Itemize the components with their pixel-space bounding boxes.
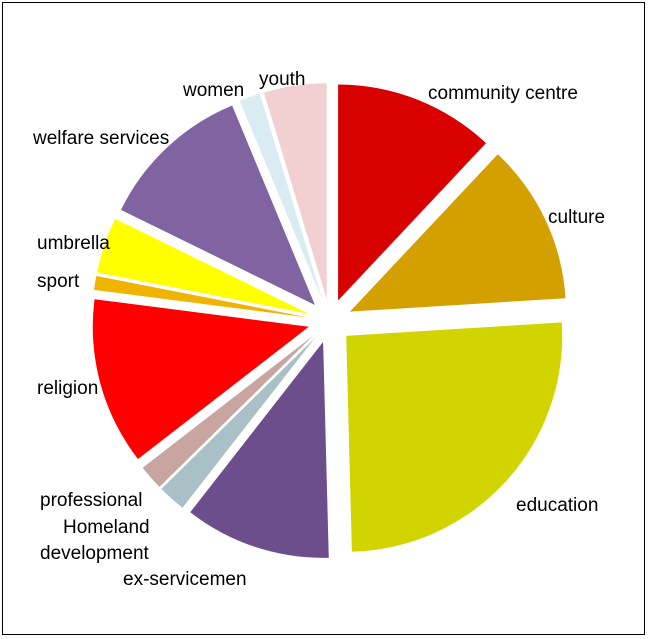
label-women: women	[182, 80, 244, 101]
slice-development	[161, 337, 316, 508]
label-community-centre: community centre	[428, 83, 578, 104]
slice-education	[346, 322, 563, 552]
label-sport: sport	[37, 271, 80, 292]
slice-women	[239, 93, 323, 301]
slice-professional	[142, 335, 314, 487]
label-professional: professional	[40, 490, 142, 511]
label-umbrella: umbrella	[37, 233, 110, 254]
slice-community-centre	[338, 84, 487, 301]
slice-welfare-services	[120, 105, 315, 305]
pie-labels: community centre culture education ex-servi…	[32, 69, 605, 590]
pie-slices	[92, 83, 566, 558]
label-homeland: Homeland	[63, 517, 150, 538]
slice-youth	[263, 83, 327, 300]
slice-religion	[92, 299, 309, 460]
label-education: education	[516, 495, 598, 516]
slice-umbrella	[97, 218, 310, 314]
label-religion: religion	[37, 378, 98, 399]
slice-culture	[349, 154, 566, 312]
label-culture: culture	[548, 207, 605, 228]
slice-sport	[94, 275, 309, 318]
label-ex-servicemen: ex-servicemen	[123, 569, 247, 590]
label-youth: youth	[259, 69, 305, 90]
label-development: development	[40, 543, 150, 564]
label-welfare-services: welfare services	[32, 128, 169, 149]
pie-chart: community centre culture education ex-servi…	[32, 69, 605, 590]
slice-ex-servicemen	[190, 341, 329, 558]
